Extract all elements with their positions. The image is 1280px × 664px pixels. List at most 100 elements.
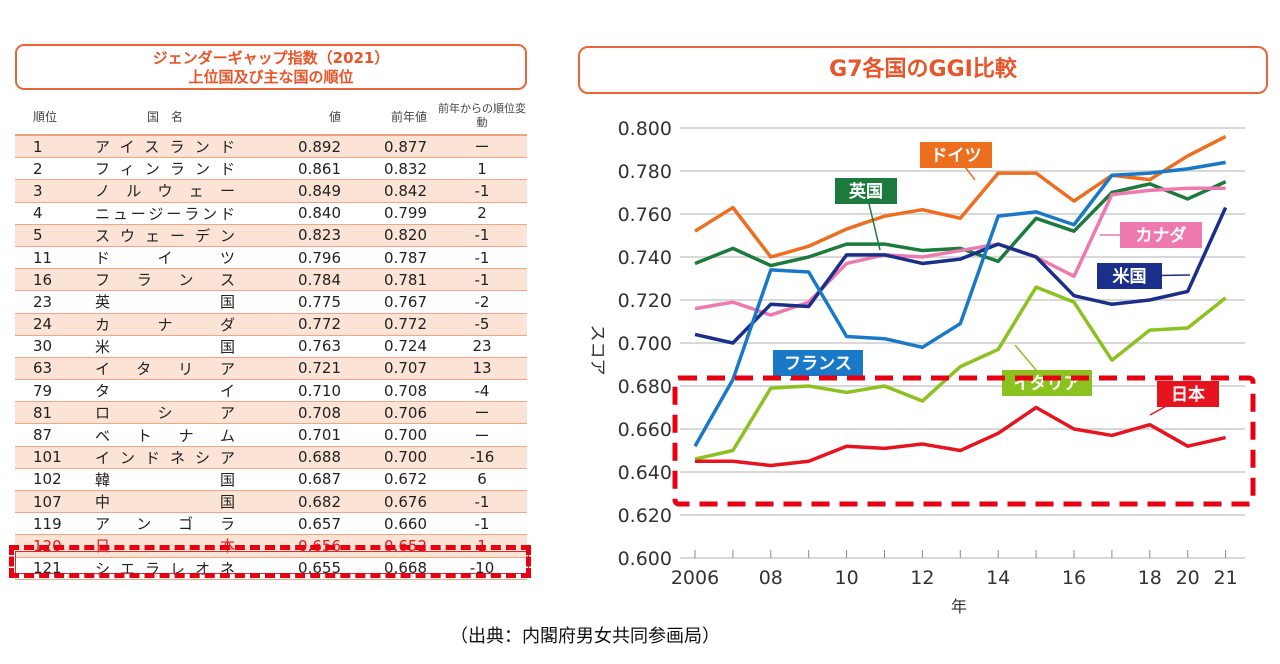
rank-change-cell: 6 <box>477 470 487 489</box>
rank-cell: 16 <box>33 270 53 289</box>
rank-cell: 3 <box>33 181 43 200</box>
value-cell: 0.849 <box>298 181 341 200</box>
series-label-box <box>1120 222 1202 248</box>
header-prev: 前年値 <box>390 109 427 124</box>
table-row: 63 イタリア 0.721 0.707 13 <box>15 357 527 381</box>
value-cell: 0.823 <box>298 226 341 245</box>
y-tick-label: 0.660 <box>618 419 672 441</box>
series-line-ドイツ <box>694 135 1227 259</box>
y-tick-label: 0.700 <box>618 333 672 355</box>
rank-change-cell: -1 <box>474 248 490 267</box>
x-tick-label: 08 <box>759 567 783 589</box>
y-tick-label: 0.780 <box>618 161 672 183</box>
y-tick-label: 0.800 <box>618 118 672 140</box>
country-cell: インドネシア <box>95 448 235 467</box>
series-label-box <box>1002 370 1092 396</box>
prev-value-cell: 0.660 <box>384 514 427 533</box>
rank-cell: 63 <box>33 359 53 378</box>
rank-change-cell: 1 <box>477 159 487 178</box>
prev-value-cell: 0.842 <box>384 181 427 200</box>
country-cell: スウェーデン <box>95 226 235 245</box>
rank-change-cell: 13 <box>472 359 492 378</box>
prev-value-cell: 0.832 <box>384 159 427 178</box>
table-title-line1: ジェンダーギャップ指数（2021） <box>152 49 390 67</box>
value-cell: 0.840 <box>298 204 341 223</box>
value-cell: 0.710 <box>298 381 341 400</box>
prev-value-cell: 0.700 <box>384 426 427 445</box>
table-row: 23 英国 0.775 0.767 -2 <box>15 291 527 314</box>
table-row: 1 アイスランド 0.892 0.877 ー <box>15 136 527 159</box>
prev-value-cell: 0.706 <box>384 403 427 422</box>
value-cell: 0.657 <box>298 514 341 533</box>
series-line-英国 <box>694 180 1227 268</box>
series-label: ドイツ <box>931 146 982 166</box>
rank-cell: 102 <box>33 470 62 489</box>
country-cell: 韓国 <box>95 470 235 489</box>
table-row: 119 アンゴラ 0.657 0.660 -1 <box>15 513 527 536</box>
prev-value-cell: 0.799 <box>384 204 427 223</box>
x-tick-label: 14 <box>986 567 1010 589</box>
rank-change-cell: -5 <box>474 315 490 334</box>
rank-change-cell: 23 <box>472 337 492 356</box>
rank-cell: 107 <box>33 492 62 511</box>
table-body: 1 アイスランド 0.892 0.877 ー 2 フィンランド 0.861 0.832 1 3 ノルウ… <box>15 136 527 580</box>
series-label: 米国 <box>1113 266 1147 287</box>
table-row: 11 ドイツ 0.796 0.787 -1 <box>15 247 527 270</box>
x-tick-label: 20 <box>1176 567 1200 589</box>
rank-change-cell: -4 <box>474 381 490 400</box>
table-row: 16 フランス 0.784 0.781 -1 <box>15 269 527 292</box>
x-axis-label: 年 <box>951 597 967 616</box>
y-tick-label: 0.760 <box>618 204 672 226</box>
prev-value-cell: 0.877 <box>384 137 427 156</box>
country-cell: 中国 <box>95 493 235 512</box>
header-change: 前年からの順位変動 <box>438 102 526 129</box>
value-cell: 0.682 <box>298 492 341 511</box>
country-cell: イタリア <box>95 359 235 378</box>
series-label-box <box>1097 263 1162 289</box>
rank-change-cell: -1 <box>474 181 490 200</box>
prev-value-cell: 0.676 <box>384 492 427 511</box>
rank-change-cell: -1 <box>474 514 490 533</box>
table-row: 24 カナダ 0.772 0.772 -5 <box>15 313 527 336</box>
country-cell: 米国 <box>95 337 235 356</box>
series-label: 日本 <box>1171 384 1205 405</box>
rank-change-cell: 2 <box>477 204 487 223</box>
value-cell: 0.708 <box>298 403 341 422</box>
value-cell: 0.892 <box>298 137 341 156</box>
table-row: 2 フィンランド 0.861 0.832 1 <box>15 158 527 181</box>
y-tick-label: 0.640 <box>618 462 672 484</box>
header-value: 値 <box>328 109 341 124</box>
rank-cell: 87 <box>33 426 53 445</box>
country-cell: カナダ <box>95 315 235 334</box>
series-line-イタリア <box>694 285 1227 461</box>
table-row: 87 ベトナム 0.701 0.700 ー <box>15 424 527 447</box>
table-title-line2: 上位国及び主な国の順位 <box>188 68 354 86</box>
country-cell: フィンランド <box>95 160 235 179</box>
rank-change-cell: -10 <box>469 559 495 578</box>
country-cell: ニュージーランド <box>95 204 235 223</box>
rank-cell: 121 <box>33 559 62 578</box>
rank-cell: 81 <box>33 403 53 422</box>
rank-cell: 101 <box>33 448 62 467</box>
header-country: 国 名 <box>146 109 183 124</box>
rank-change-cell: ー <box>474 404 490 423</box>
rank-cell: 30 <box>33 337 53 356</box>
value-cell: 0.701 <box>298 426 341 445</box>
rank-change-cell: ー <box>474 138 490 157</box>
table-row: 101 インドネシア 0.688 0.700 -16 <box>15 446 527 469</box>
japan-range-highlight <box>672 375 1256 507</box>
country-cell: ベトナム <box>95 426 235 445</box>
series-label-box <box>1157 381 1219 407</box>
x-tick-label: 12 <box>910 567 934 589</box>
y-tick-label: 0.720 <box>618 290 672 312</box>
source-note: （出典：内閣府男女共同参画局） <box>450 626 720 647</box>
rank-change-cell: -2 <box>474 292 490 311</box>
prev-value-cell: 0.781 <box>384 270 427 289</box>
value-cell: 0.772 <box>298 315 341 334</box>
value-cell: 0.687 <box>298 470 341 489</box>
country-cell: 英国 <box>95 293 235 312</box>
rank-change-cell: -1 <box>474 226 490 245</box>
country-cell: ノルウェー <box>95 182 235 201</box>
country-cell: ドイツ <box>95 249 235 268</box>
table-row: 4 ニュージーランド 0.840 0.799 2 <box>15 203 527 225</box>
